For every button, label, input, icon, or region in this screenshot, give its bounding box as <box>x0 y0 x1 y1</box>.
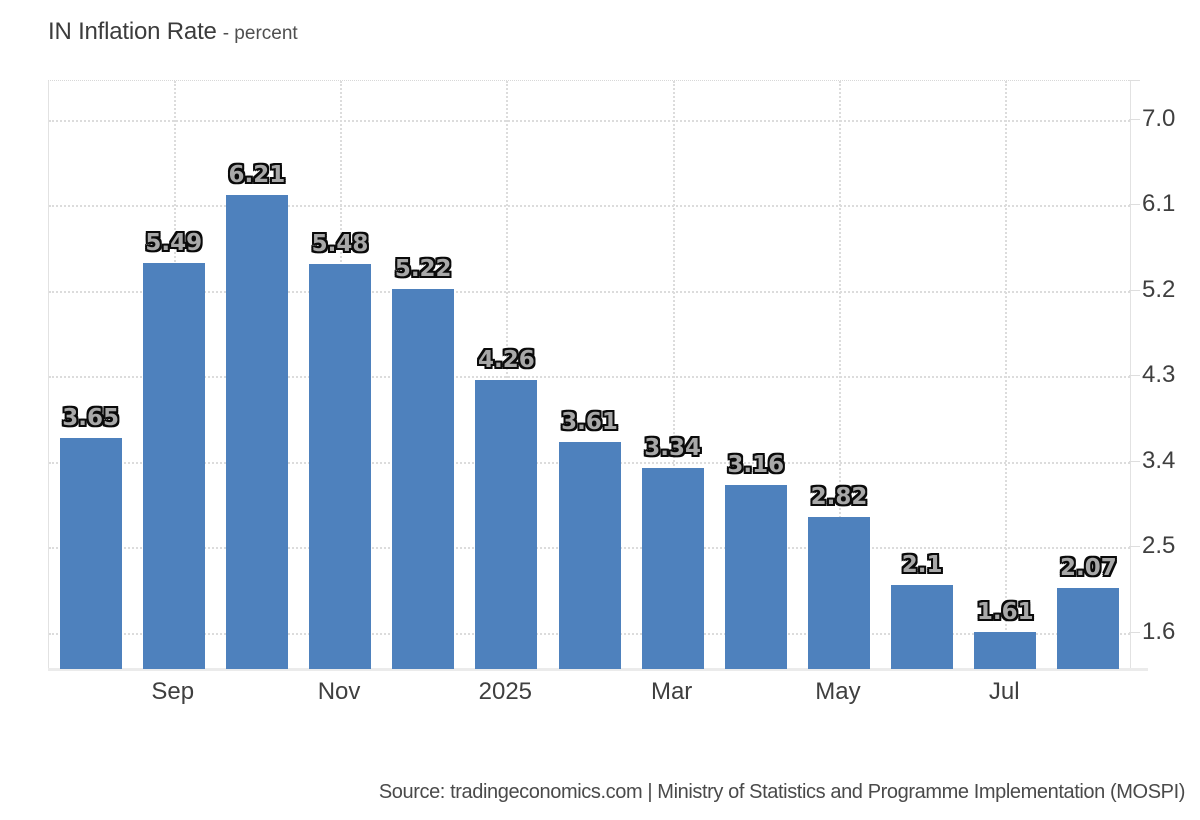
bar-value-label: 3.61 <box>561 408 618 435</box>
x-gridline <box>506 81 509 669</box>
chart-subtitle: - percent <box>222 23 298 44</box>
y-axis-tick <box>1129 460 1140 462</box>
bar-value-label: 3.65 <box>62 405 119 432</box>
y-gridline <box>49 290 1130 293</box>
y-axis-tick <box>1129 631 1140 633</box>
x-axis-label: Nov <box>317 678 361 705</box>
x-axis-line <box>48 668 1148 671</box>
y-axis-tick <box>1129 546 1140 548</box>
x-gridline <box>1005 81 1008 669</box>
bar-value-label: 2.82 <box>810 484 868 511</box>
y-axis-label: 6.1 <box>1142 190 1176 218</box>
y-gridline <box>49 119 1130 122</box>
bar-value-label: 1.61 <box>976 598 1034 625</box>
bar[interactable] <box>891 585 954 669</box>
bar[interactable] <box>475 380 538 669</box>
chart-header: IN Inflation Rate - percent <box>48 18 298 46</box>
bar-value-label: 6.21 <box>228 162 286 188</box>
y-gridline <box>49 376 1130 379</box>
y-axis-tick <box>1129 118 1140 120</box>
y-axis-tick <box>1129 204 1140 206</box>
y-axis-tick <box>1129 80 1140 81</box>
bar-value-label: 2.07 <box>1060 555 1117 582</box>
bar[interactable] <box>309 264 372 669</box>
x-axis-label: Jul <box>988 678 1020 705</box>
chart-title: IN Inflation Rate <box>48 18 217 45</box>
y-axis-label: 3.4 <box>1142 446 1176 474</box>
y-axis-label: 7.0 <box>1142 104 1176 132</box>
bar[interactable] <box>807 517 870 669</box>
bar-value-label: 5.49 <box>145 230 203 257</box>
y-gridline <box>49 205 1130 208</box>
bar[interactable] <box>724 484 787 669</box>
x-axis-label: Sep <box>151 678 195 705</box>
x-gridline <box>672 81 675 669</box>
bar[interactable] <box>59 438 122 669</box>
y-axis-tick <box>1129 289 1140 291</box>
y-axis-label: 1.6 <box>1142 617 1176 645</box>
bar[interactable] <box>142 263 205 669</box>
bar-value-label: 5.22 <box>394 256 452 283</box>
bar-value-label: 4.26 <box>477 347 535 374</box>
x-axis-label: 2025 <box>478 678 533 705</box>
bar-value-label: 3.34 <box>644 434 702 461</box>
bar-value-label: 3.16 <box>727 451 785 478</box>
x-axis-label: Mar <box>650 678 693 705</box>
bar[interactable] <box>225 195 288 669</box>
y-axis-label: 5.2 <box>1142 275 1176 303</box>
bar-value-label: 2.1 <box>901 552 943 579</box>
bar[interactable] <box>974 631 1037 669</box>
y-axis-label: 4.3 <box>1142 361 1176 389</box>
y-axis-label: 2.5 <box>1142 532 1176 560</box>
plot-area: 3.65 5.49 6.21 5.48 5.22 4.26 3.61 3.34 3.16 2.82… <box>48 80 1131 669</box>
source-attribution: Source: tradingeconomics.com | Ministry … <box>378 781 1186 803</box>
bar-value-label: 5.48 <box>311 231 369 258</box>
bar[interactable] <box>641 467 704 669</box>
x-axis-label: May <box>815 678 861 705</box>
bar[interactable] <box>558 441 621 669</box>
y-axis-tick <box>1129 375 1140 377</box>
bar[interactable] <box>392 289 455 669</box>
bar[interactable] <box>1057 588 1120 669</box>
x-gridline <box>838 81 841 669</box>
